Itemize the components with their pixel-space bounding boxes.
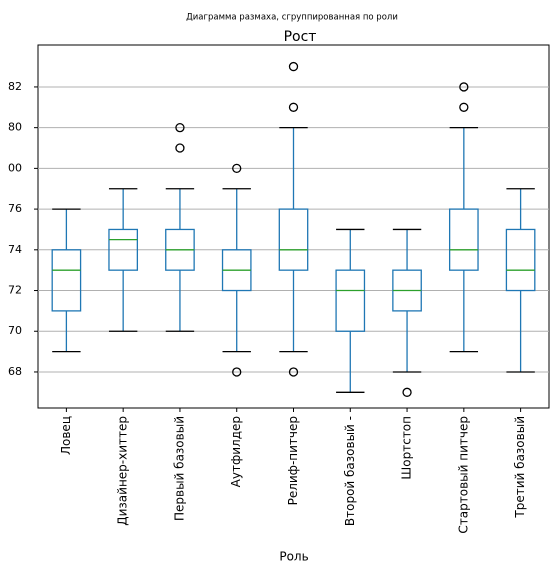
flier bbox=[232, 367, 242, 377]
flier bbox=[288, 102, 299, 112]
chart-title: Диаграмма размаха, сгруппированная по ро… bbox=[186, 13, 398, 23]
y-tick-label: 74 bbox=[8, 243, 22, 256]
x-tick-label: Дизайнер-хиттер bbox=[116, 416, 130, 526]
y-tick-label: 80 bbox=[8, 121, 22, 134]
x-axis-label: Роль bbox=[279, 550, 308, 564]
x-tick-label: Третий базовый bbox=[513, 416, 527, 519]
x-tick-label: Ловец bbox=[59, 416, 73, 455]
x-tick-label: Аутфилдер bbox=[229, 416, 243, 487]
flier bbox=[402, 387, 412, 397]
box bbox=[335, 269, 366, 332]
box bbox=[505, 228, 536, 292]
flier bbox=[288, 61, 299, 72]
x-tick-label: Стартовый питчер bbox=[456, 416, 470, 534]
chart-subtitle: Рост bbox=[284, 29, 317, 45]
box bbox=[278, 208, 309, 271]
y-tick-label: 70 bbox=[8, 324, 22, 337]
y-tick-label: 68 bbox=[8, 365, 22, 378]
plot-frame bbox=[37, 44, 550, 409]
x-tick-label: Шортстоп bbox=[400, 416, 414, 480]
y-tick-label: 72 bbox=[8, 284, 22, 297]
flier bbox=[459, 102, 469, 112]
x-tick-label: Второй базовый - bbox=[343, 416, 357, 526]
flier bbox=[459, 82, 469, 92]
y-tick-label: 82 bbox=[8, 80, 22, 93]
box bbox=[51, 249, 82, 312]
x-tick-label: Первый базовый bbox=[172, 416, 186, 521]
flier bbox=[175, 123, 185, 133]
box bbox=[448, 208, 479, 271]
box bbox=[108, 228, 139, 271]
flier bbox=[288, 367, 299, 377]
y-tick-label: 76 bbox=[8, 202, 22, 215]
y-tick-label: 00 bbox=[8, 161, 22, 174]
flier bbox=[175, 143, 185, 153]
flier bbox=[232, 163, 242, 174]
x-tick-label: Релиф-питчер bbox=[286, 416, 300, 505]
